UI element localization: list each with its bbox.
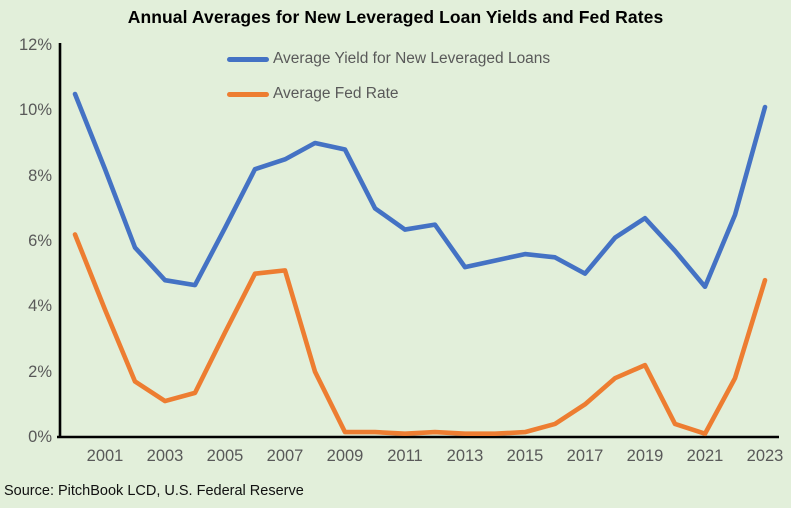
source-note: Source: PitchBook LCD, U.S. Federal Rese…: [4, 483, 304, 499]
x-tick-label: 2013: [446, 447, 484, 465]
legend-item-fed-rate: Average Fed Rate: [227, 85, 399, 103]
x-tick-label: 2015: [506, 447, 544, 465]
x-tick-label: 2019: [626, 447, 664, 465]
x-tick-label: 2011: [387, 447, 423, 465]
x-tick-label: 2021: [686, 447, 724, 465]
y-tick-label: 10%: [18, 101, 52, 120]
y-tick-label: 12%: [18, 36, 52, 54]
legend-line-swatch-orange: [227, 91, 269, 97]
legend-line-swatch-blue: [227, 56, 269, 62]
x-tick-label: 2007: [266, 447, 304, 465]
x-tick-label: 2005: [206, 447, 244, 465]
chart-title: Annual Averages for New Leveraged Loan Y…: [127, 7, 664, 27]
y-tick-label: 2%: [28, 362, 52, 381]
legend-item-loan-yield: Average Yield for New Leveraged Loans: [227, 50, 550, 68]
y-tick-label: 8%: [28, 166, 52, 185]
x-tick-label: 2023: [746, 447, 784, 465]
legend-label-loan-yield: Average Yield for New Leveraged Loans: [273, 50, 551, 67]
x-tick-label: 2003: [146, 447, 184, 465]
x-tick-label: 2001: [86, 447, 124, 465]
x-tick-label: 2009: [326, 447, 364, 465]
y-tick-label: 4%: [28, 297, 52, 316]
y-tick-label: 6%: [28, 232, 52, 250]
x-tick-label: 2017: [566, 447, 604, 465]
y-tick-label: 0%: [28, 428, 52, 446]
legend-label-fed-rate: Average Fed Rate: [273, 85, 399, 102]
series-line-fed-rate: [72, 232, 768, 437]
series-line-loan-yield: [72, 91, 768, 290]
